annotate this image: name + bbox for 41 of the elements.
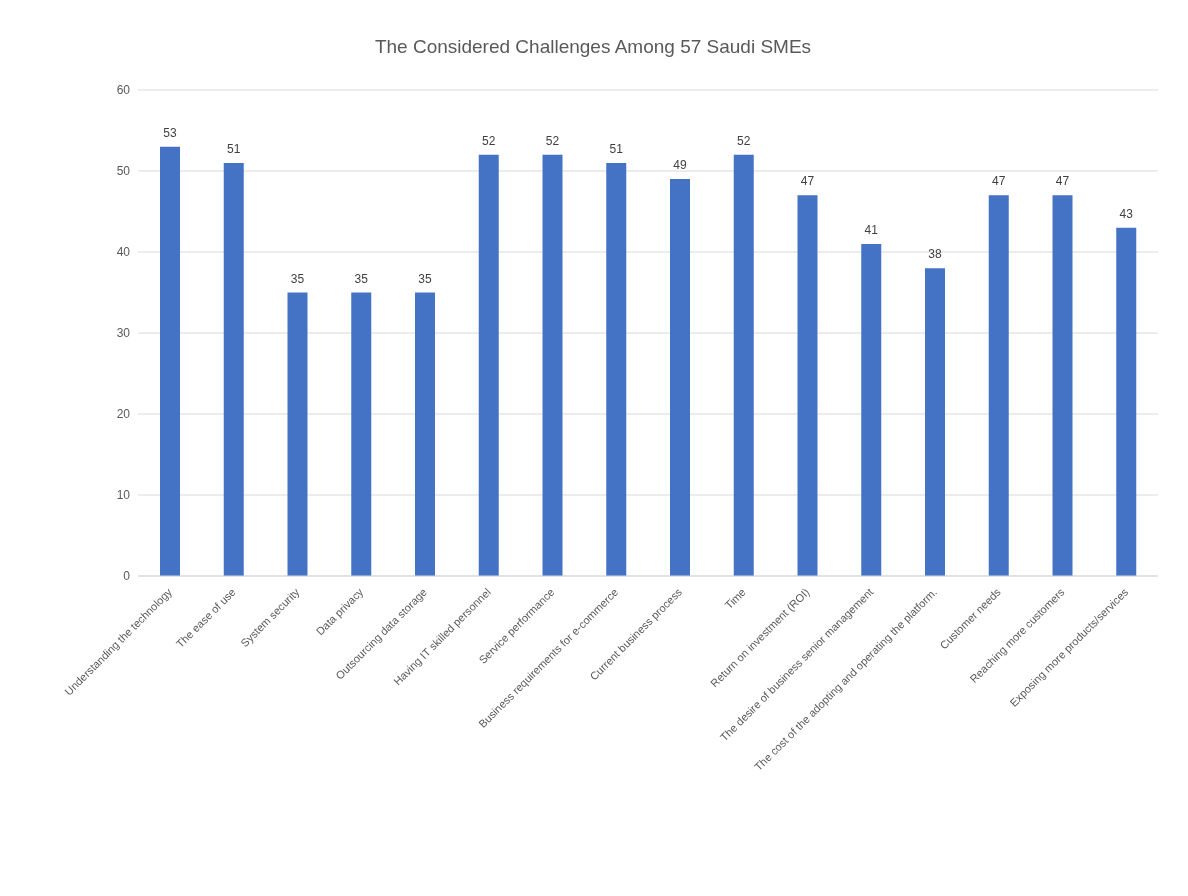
data-label: 53 [163,125,177,140]
y-tick-label: 30 [116,326,131,341]
data-label: 49 [673,158,687,173]
data-label: 52 [737,133,751,148]
bar [733,154,754,576]
data-label: 47 [800,174,815,189]
bar [351,292,372,576]
bar [223,162,244,576]
bar [925,268,945,576]
data-label: 51 [227,141,241,156]
data-label: 38 [928,247,942,262]
y-tick-label: 0 [123,569,131,584]
data-label: 52 [545,133,560,148]
data-label: 35 [290,271,305,286]
y-tick-label: 10 [116,488,131,503]
data-label: 35 [354,271,369,286]
bar [797,195,818,576]
y-tick-label: 20 [116,407,131,422]
data-label: 41 [864,222,879,237]
data-label: 35 [418,271,432,286]
bar [478,154,499,576]
bar [415,292,435,576]
bar [670,179,690,576]
y-tick-label: 60 [116,83,131,98]
bar [542,154,563,576]
y-tick-label: 50 [116,164,131,179]
bar [606,162,627,576]
bar [861,243,882,576]
bar [1052,195,1073,576]
data-label: 47 [992,174,1006,189]
y-tick-label: 40 [116,245,131,260]
data-label: 47 [1055,174,1070,189]
bar [160,146,180,576]
data-label: 52 [482,133,496,148]
bar [988,195,1009,576]
bar [1116,227,1137,576]
bar [287,292,308,576]
chart-title: The Considered Challenges Among 57 Saudi SMEs [373,35,813,59]
data-label: 43 [1119,206,1134,221]
x-tick-label: Time [722,585,748,612]
data-label: 51 [609,141,624,156]
